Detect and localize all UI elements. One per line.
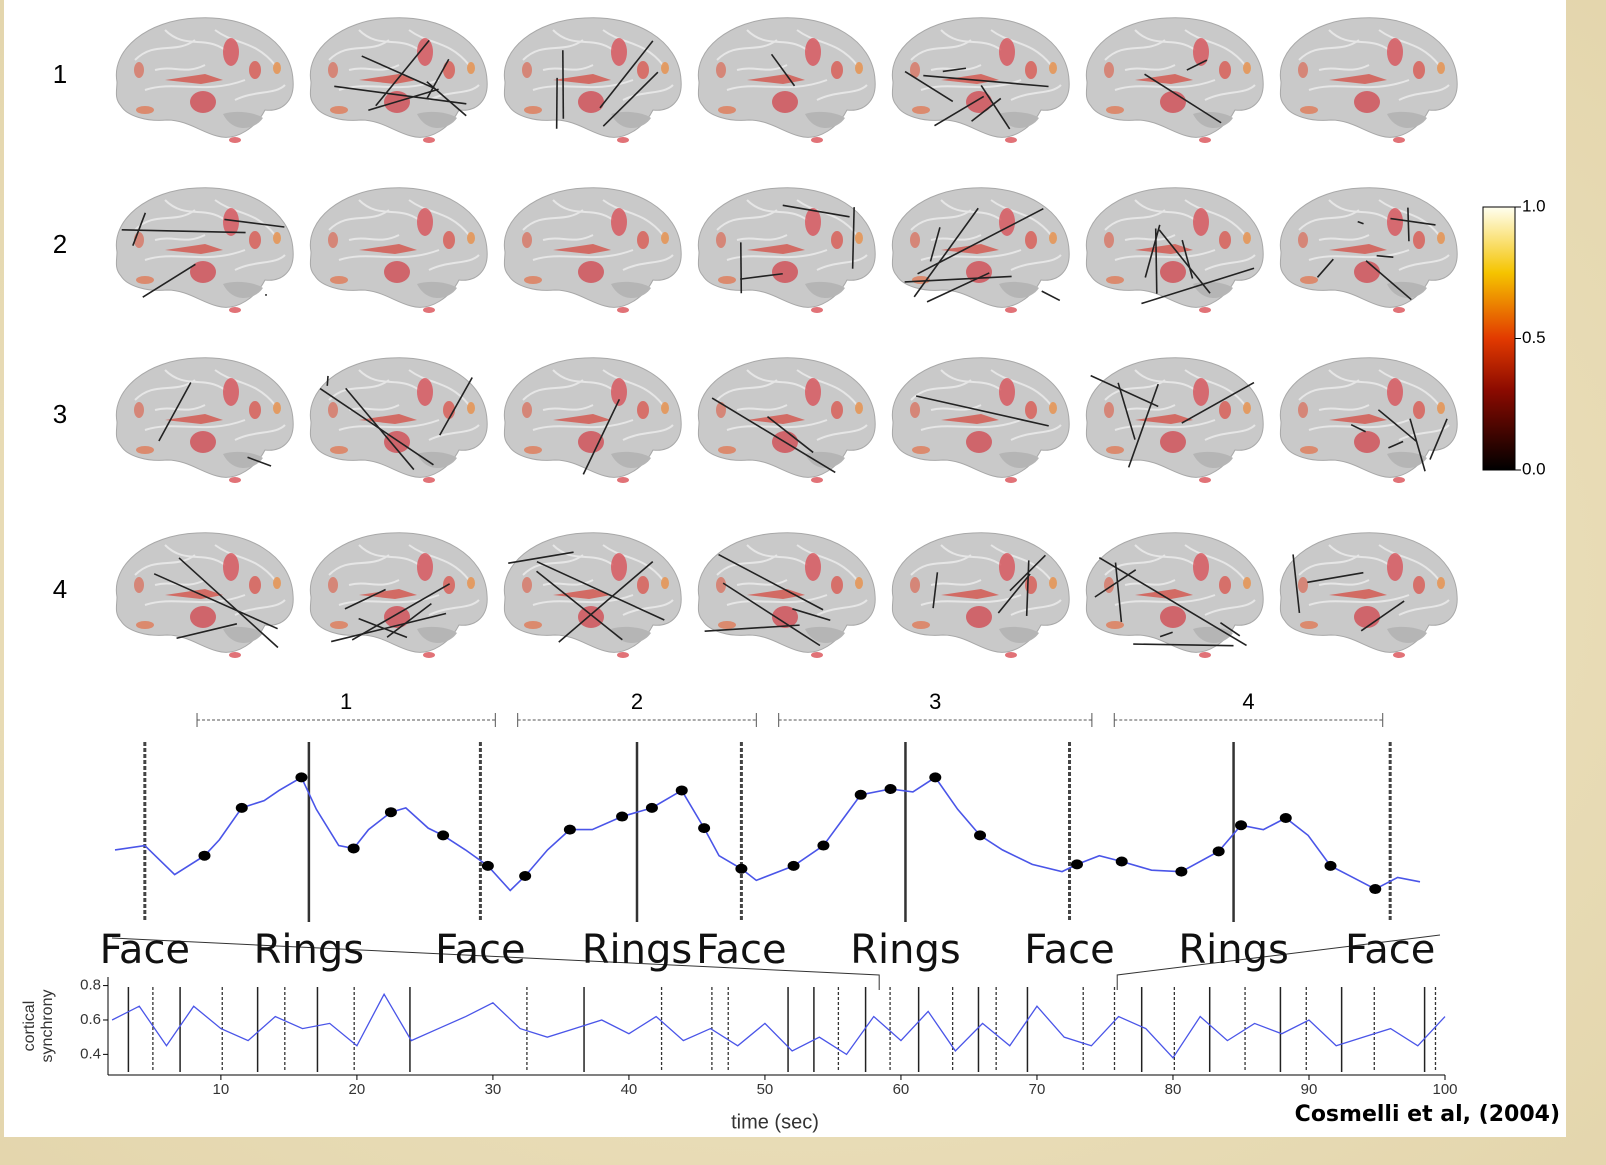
dot (646, 803, 658, 813)
dot (1175, 867, 1187, 877)
y-tick-label: 0.4 (80, 1045, 101, 1062)
credit: Cosmelli et al, (2004) (1295, 1102, 1560, 1127)
x-tick-label: 70 (1029, 1081, 1046, 1098)
dot (295, 772, 307, 782)
event-label: Rings (850, 927, 961, 973)
dot (564, 825, 576, 835)
event-label: Face (100, 927, 190, 973)
x-tick-label: 20 (349, 1081, 366, 1098)
event-label: Rings (254, 927, 365, 973)
event-label: Rings (1178, 927, 1289, 973)
event-label: Rings (582, 927, 693, 973)
dot (1325, 861, 1337, 871)
dot (616, 812, 628, 822)
segment-label: 1 (340, 689, 352, 714)
dot (1235, 820, 1247, 830)
x-tick-label: 60 (893, 1081, 910, 1098)
colorbar-tick-label: 0.0 (1522, 459, 1546, 478)
connection (1408, 208, 1409, 242)
dot (1280, 813, 1292, 823)
event-label: Face (696, 927, 786, 973)
connection (327, 376, 328, 386)
colorbar-tick-label: 0.5 (1522, 328, 1546, 347)
figure: 1 2 3 4 Cosmelli et al, (2004) 1.0 0.5 0.0 1 2 3… (0, 0, 1606, 1165)
y-axis-label: cortical (21, 1001, 38, 1052)
dot (885, 784, 897, 794)
x-axis-label: time (sec) (731, 1111, 819, 1133)
row-label: 4 (53, 574, 67, 604)
dot (437, 830, 449, 840)
dot (385, 807, 397, 817)
dot (1213, 846, 1225, 856)
dot (855, 790, 867, 800)
y-axis-label: synchrony (39, 990, 56, 1063)
x-tick-label: 90 (1301, 1081, 1318, 1098)
y-tick-label: 0.6 (80, 1011, 101, 1028)
x-tick-label: 80 (1165, 1081, 1182, 1098)
dot (698, 823, 710, 833)
x-tick-label: 40 (621, 1081, 638, 1098)
row-label: 1 (53, 59, 67, 89)
dot (198, 851, 210, 861)
dot (348, 843, 360, 853)
colorbar-tick-label: 1.0 (1522, 196, 1546, 215)
page: 1 2 3 4 Cosmelli et al, (2004) 1.0 0.5 0.0 1 2 3… (0, 0, 1606, 1165)
dot (1369, 884, 1381, 894)
colorbar (1483, 207, 1515, 470)
row-label: 2 (53, 229, 67, 259)
x-tick-label: 30 (485, 1081, 502, 1098)
event-label: Face (435, 927, 525, 973)
y-tick-label: 0.8 (80, 977, 101, 994)
event-label: Face (1345, 927, 1435, 973)
segment-label: 3 (929, 689, 941, 714)
event-label: Face (1024, 927, 1114, 973)
dot (676, 785, 688, 795)
dot (1116, 857, 1128, 867)
dot (1071, 859, 1083, 869)
connection (563, 50, 564, 118)
dot (974, 830, 986, 840)
dot (519, 871, 531, 881)
dot (735, 864, 747, 874)
dot (788, 861, 800, 871)
row-label: 3 (53, 399, 67, 429)
dot (817, 841, 829, 851)
dot (236, 803, 248, 813)
segment-label: 4 (1242, 689, 1254, 714)
dot (929, 772, 941, 782)
dot (482, 861, 494, 871)
x-tick-label: 10 (213, 1081, 230, 1098)
x-tick-label: 50 (757, 1081, 774, 1098)
segment-label: 2 (631, 689, 643, 714)
x-tick-label: 100 (1432, 1081, 1457, 1098)
